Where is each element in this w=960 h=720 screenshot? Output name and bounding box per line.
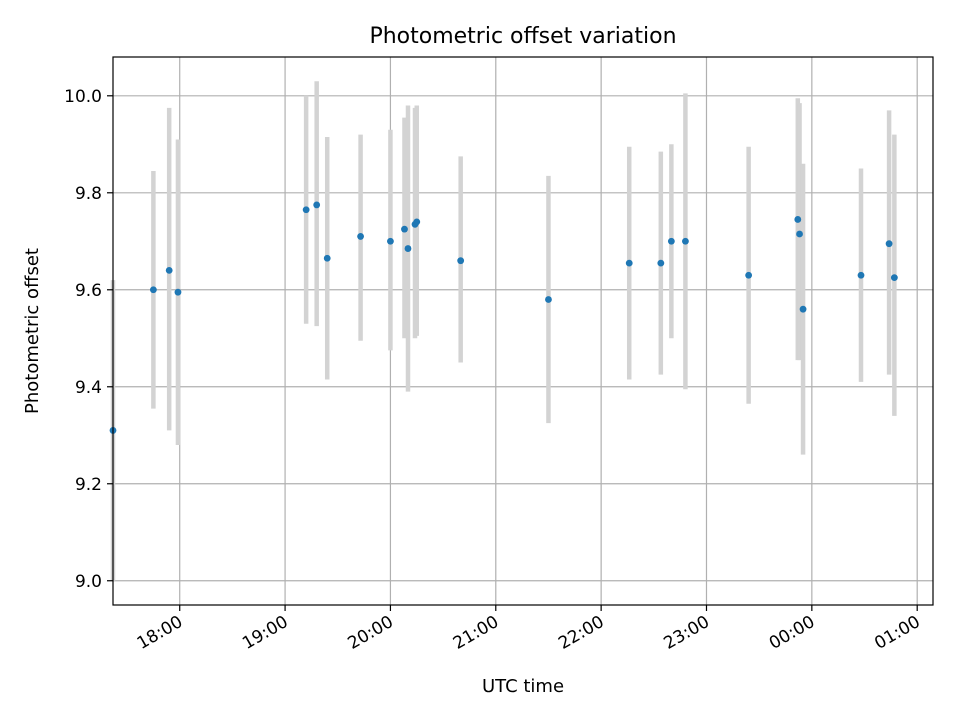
y-tick-label: 10.0 [64, 87, 102, 107]
data-point [323, 254, 331, 262]
data-point [404, 245, 412, 252]
plot-frame [112, 56, 934, 606]
data-point [357, 233, 364, 240]
y-tick-label: 9.0 [75, 572, 102, 592]
data-point [413, 218, 421, 226]
data-point [149, 286, 157, 294]
data-point [401, 225, 408, 233]
y-axis-label: Photometric offset [22, 248, 43, 414]
y-tick-label: 9.4 [75, 378, 102, 398]
data-points [109, 201, 898, 434]
x-axis-label: UTC time [482, 676, 564, 697]
data-point [857, 271, 865, 279]
data-point [796, 230, 803, 238]
y-tick-label: 9.6 [75, 281, 102, 301]
chart-title: Photometric offset variation [369, 24, 676, 49]
data-point [657, 259, 665, 267]
data-point [545, 296, 552, 303]
data-point [745, 271, 753, 279]
data-point [885, 240, 893, 248]
data-point [625, 259, 633, 267]
y-tick-label: 9.8 [75, 184, 102, 204]
y-axis-ticks: 9.0 9.2 9.4 9.6 9.8 10.0 [64, 87, 113, 592]
data-point [682, 237, 689, 245]
data-point [313, 201, 321, 209]
data-point [890, 274, 898, 282]
y-tick-label: 9.2 [75, 475, 102, 495]
data-point [667, 237, 675, 245]
data-point [165, 266, 173, 274]
data-point [457, 257, 465, 265]
data-point [794, 216, 802, 223]
data-point [387, 237, 394, 245]
data-point [302, 206, 310, 214]
data-point [799, 305, 807, 313]
data-point [174, 288, 182, 296]
